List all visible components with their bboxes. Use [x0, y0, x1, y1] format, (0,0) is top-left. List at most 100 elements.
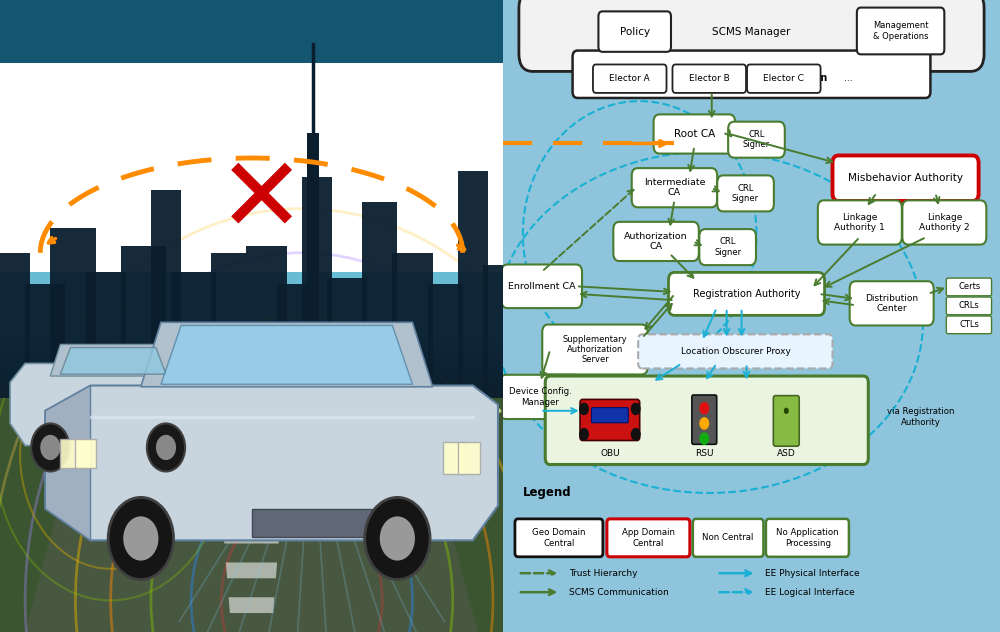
FancyBboxPatch shape — [833, 155, 979, 201]
Text: Linkage
Authority 2: Linkage Authority 2 — [919, 213, 970, 232]
Text: Certs: Certs — [958, 283, 980, 291]
FancyBboxPatch shape — [699, 229, 756, 265]
Bar — [307, 133, 319, 398]
Text: CTLs: CTLs — [959, 320, 979, 329]
Text: Enrollment CA: Enrollment CA — [508, 282, 576, 291]
Text: via Registration
Authority: via Registration Authority — [887, 408, 954, 427]
Polygon shape — [218, 458, 285, 474]
Bar — [392, 253, 433, 398]
Bar — [86, 272, 126, 398]
FancyBboxPatch shape — [598, 11, 671, 52]
Text: Non Central: Non Central — [702, 533, 754, 542]
FancyBboxPatch shape — [728, 121, 785, 157]
Polygon shape — [60, 348, 166, 374]
Circle shape — [365, 497, 430, 580]
Bar — [0, 327, 503, 392]
Circle shape — [699, 402, 709, 415]
Polygon shape — [45, 386, 498, 540]
FancyBboxPatch shape — [692, 395, 717, 444]
Polygon shape — [50, 344, 176, 376]
Circle shape — [147, 423, 185, 471]
Text: CRL
Signer: CRL Signer — [714, 238, 741, 257]
FancyBboxPatch shape — [613, 222, 699, 261]
Text: CRL
Signer: CRL Signer — [743, 130, 770, 149]
FancyBboxPatch shape — [591, 408, 628, 423]
FancyBboxPatch shape — [573, 51, 930, 98]
Text: ...: ... — [844, 74, 853, 83]
Bar — [0, 272, 503, 337]
FancyBboxPatch shape — [766, 519, 849, 557]
FancyBboxPatch shape — [607, 519, 690, 557]
Text: Elector B: Elector B — [689, 74, 730, 83]
Bar — [0, 305, 503, 370]
Text: Elector C: Elector C — [763, 74, 804, 83]
FancyBboxPatch shape — [747, 64, 821, 93]
Circle shape — [699, 432, 709, 445]
Bar — [25, 284, 65, 398]
Circle shape — [699, 417, 709, 430]
FancyBboxPatch shape — [946, 297, 992, 315]
Bar — [443, 442, 465, 474]
Polygon shape — [141, 322, 433, 387]
FancyBboxPatch shape — [717, 175, 774, 211]
FancyBboxPatch shape — [669, 272, 825, 315]
FancyBboxPatch shape — [946, 316, 992, 334]
FancyBboxPatch shape — [850, 281, 934, 325]
Bar — [171, 272, 216, 398]
Text: Elector A: Elector A — [609, 74, 650, 83]
Text: SCMS Communication: SCMS Communication — [569, 588, 669, 597]
Bar — [0, 315, 503, 381]
FancyBboxPatch shape — [502, 264, 582, 308]
Text: Registration Authority: Registration Authority — [693, 289, 800, 299]
Text: CRL
Signer: CRL Signer — [732, 184, 759, 203]
Text: Management
& Operations: Management & Operations — [873, 21, 928, 40]
Polygon shape — [226, 562, 277, 578]
Text: Trust Hierarchy: Trust Hierarchy — [569, 569, 638, 578]
Bar — [428, 284, 463, 398]
FancyBboxPatch shape — [773, 396, 799, 446]
FancyBboxPatch shape — [654, 114, 735, 154]
Bar — [483, 265, 503, 398]
FancyBboxPatch shape — [672, 64, 746, 93]
Text: EE Physical Interface: EE Physical Interface — [765, 569, 860, 578]
Circle shape — [784, 408, 789, 414]
FancyBboxPatch shape — [693, 519, 763, 557]
Circle shape — [108, 497, 174, 580]
Text: Intermediate
CA: Intermediate CA — [644, 178, 705, 197]
Polygon shape — [229, 597, 274, 613]
Text: CRLs: CRLs — [959, 301, 980, 310]
Text: Legend: Legend — [523, 487, 572, 499]
Polygon shape — [215, 423, 288, 439]
Bar — [0, 283, 503, 348]
Text: EE Logical Interface: EE Logical Interface — [765, 588, 855, 597]
Polygon shape — [223, 528, 280, 544]
Polygon shape — [45, 386, 91, 540]
FancyBboxPatch shape — [638, 334, 833, 368]
Polygon shape — [220, 493, 283, 509]
Text: Linkage
Authority 1: Linkage Authority 1 — [834, 213, 885, 232]
Text: App Domain
Central: App Domain Central — [622, 528, 675, 547]
Circle shape — [31, 423, 69, 471]
Bar — [121, 246, 166, 398]
Bar — [0, 0, 503, 63]
Text: Policy: Policy — [620, 27, 650, 37]
Text: No Application
Processing: No Application Processing — [776, 528, 839, 547]
FancyBboxPatch shape — [545, 376, 868, 465]
Bar — [151, 190, 181, 398]
Text: Root CA: Root CA — [674, 129, 715, 139]
Circle shape — [579, 403, 589, 415]
Polygon shape — [10, 363, 211, 446]
FancyBboxPatch shape — [580, 399, 640, 441]
FancyBboxPatch shape — [818, 200, 902, 245]
Text: Device Config.
Manager: Device Config. Manager — [509, 387, 572, 406]
FancyBboxPatch shape — [593, 64, 667, 93]
Polygon shape — [25, 386, 478, 632]
Bar — [362, 202, 397, 398]
Text: OBU: OBU — [600, 449, 620, 458]
Circle shape — [579, 428, 589, 441]
Bar — [302, 177, 332, 398]
Circle shape — [631, 403, 641, 415]
Circle shape — [156, 435, 176, 460]
FancyBboxPatch shape — [500, 375, 581, 419]
Bar — [75, 439, 96, 468]
